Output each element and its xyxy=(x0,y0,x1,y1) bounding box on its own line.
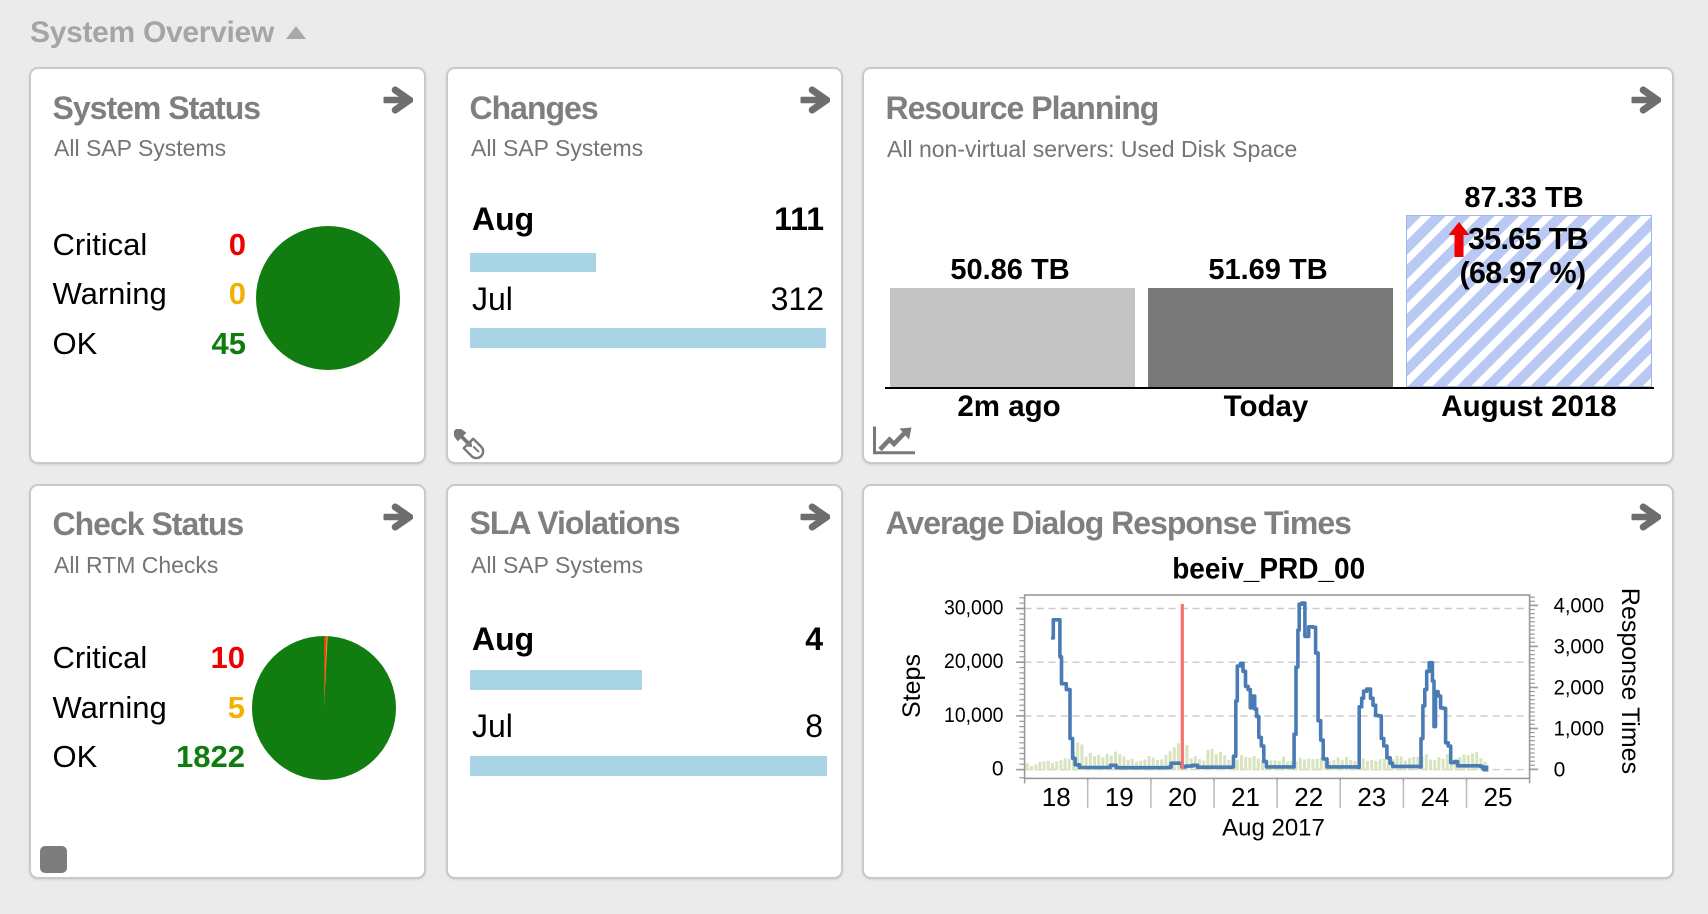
svg-text:20: 20 xyxy=(1168,782,1197,812)
svg-text:25: 25 xyxy=(1484,782,1513,812)
svg-text:4,000: 4,000 xyxy=(1554,594,1605,617)
svg-text:Aug 2017: Aug 2017 xyxy=(1222,815,1325,842)
svg-text:3,000: 3,000 xyxy=(1554,635,1605,658)
svg-text:1,000: 1,000 xyxy=(1554,718,1605,741)
svg-text:beeiv_PRD_00: beeiv_PRD_00 xyxy=(1172,552,1365,585)
svg-text:19: 19 xyxy=(1105,782,1134,812)
svg-text:10,000: 10,000 xyxy=(944,704,1004,727)
svg-text:20,000: 20,000 xyxy=(944,650,1004,673)
svg-text:21: 21 xyxy=(1231,782,1260,812)
svg-text:30,000: 30,000 xyxy=(944,597,1004,620)
svg-text:24: 24 xyxy=(1420,782,1449,812)
svg-text:Steps: Steps xyxy=(898,654,926,718)
svg-text:0: 0 xyxy=(1554,758,1566,781)
svg-text:22: 22 xyxy=(1294,782,1323,812)
svg-text:2,000: 2,000 xyxy=(1554,677,1605,700)
svg-text:23: 23 xyxy=(1357,782,1386,812)
svg-text:Response Times: Response Times xyxy=(1616,588,1644,774)
svg-text:0: 0 xyxy=(992,758,1004,781)
svg-text:18: 18 xyxy=(1042,782,1071,812)
